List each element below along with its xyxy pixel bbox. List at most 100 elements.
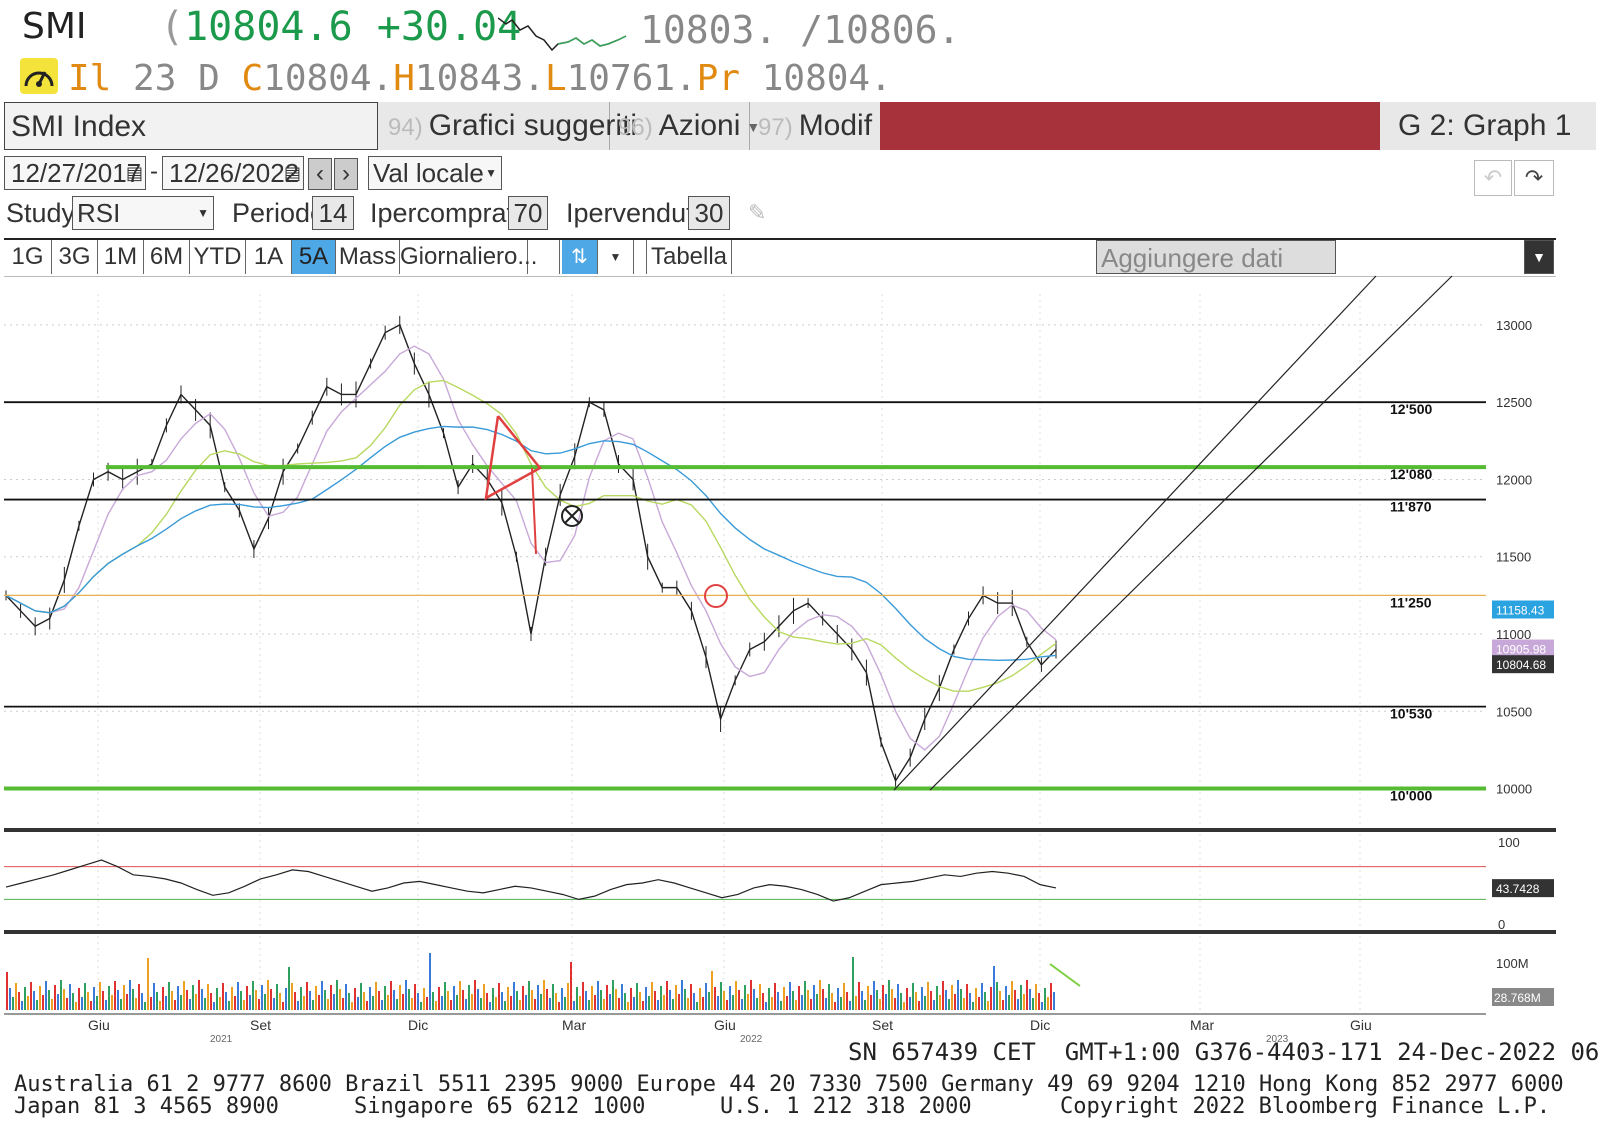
volume-bar xyxy=(453,986,455,1010)
price-tag-label: 10905.98 xyxy=(1496,643,1546,657)
sort-icon[interactable]: ⇅ xyxy=(562,240,598,274)
overbought-label: Ipercomprato xyxy=(370,198,530,228)
volume-tick-label: 100M xyxy=(1496,956,1529,971)
period-input[interactable]: 14 xyxy=(312,196,354,230)
tab-1a[interactable]: 1A xyxy=(246,240,292,274)
tab-1m[interactable]: 1M xyxy=(98,240,144,274)
chevron-down-icon[interactable]: ▼ xyxy=(598,240,634,274)
volume-bar xyxy=(588,1000,590,1010)
volume-bar xyxy=(741,999,743,1010)
volume-bar xyxy=(21,1001,23,1010)
open-paren: ( xyxy=(160,4,185,50)
rsi-tick-label: 0 xyxy=(1498,917,1505,932)
price-chart[interactable]: 13000 12500 12000 11500 11000 10500 10000 12'50… xyxy=(0,274,1600,1044)
volume-bar xyxy=(792,991,794,1010)
volume-bar xyxy=(606,985,608,1010)
x-tick-label: Giu xyxy=(88,1017,110,1033)
x-tick-label: Set xyxy=(250,1017,271,1033)
volume-bar xyxy=(771,997,773,1010)
tab-ytd[interactable]: YTD xyxy=(190,240,246,274)
volume-bar xyxy=(597,981,599,1010)
volume-bar xyxy=(75,1002,77,1010)
calendar-icon[interactable]: ▤ xyxy=(283,163,301,183)
gauge-icon[interactable] xyxy=(20,58,58,94)
volume-bar xyxy=(642,1001,644,1010)
volume-bar xyxy=(162,987,164,1010)
level-label: 10'000 xyxy=(1390,788,1432,804)
volume-bar xyxy=(663,995,665,1010)
next-period-button[interactable]: › xyxy=(334,158,358,190)
start-date-input[interactable]: 12/27/2017 ▤ xyxy=(4,156,146,190)
price-tag-label: 11158.43 xyxy=(1496,604,1545,618)
tab-mass[interactable]: Mass xyxy=(336,240,400,274)
table-button[interactable]: Tabella xyxy=(646,240,732,274)
volume-bar xyxy=(816,994,818,1010)
tab-5a[interactable]: 5A xyxy=(292,240,336,274)
security-field[interactable]: SMI Index xyxy=(4,102,378,150)
triangle-annotation xyxy=(484,415,542,501)
x-year-label: 2023 xyxy=(1266,1034,1289,1044)
volume-bar xyxy=(438,987,440,1010)
volume-bar xyxy=(12,997,14,1010)
graph-title: G 2: Graph 1 xyxy=(1398,109,1572,142)
sparkline xyxy=(498,17,627,52)
calendar-icon[interactable]: ▤ xyxy=(125,163,143,183)
volume-bar xyxy=(456,995,458,1010)
pencil-icon[interactable]: ✎ xyxy=(748,200,767,225)
volume-bar xyxy=(141,993,143,1010)
volume-bar xyxy=(912,983,914,1010)
volume-bar xyxy=(294,992,296,1010)
volume-bar xyxy=(1047,997,1049,1010)
modify-menu[interactable]: 97)Modif▼ xyxy=(752,102,892,150)
last-price-block: (10804.6 +30.04 xyxy=(160,4,521,50)
volume-bar xyxy=(513,982,515,1010)
modify-num: 97) xyxy=(758,114,793,141)
end-date-input[interactable]: 12/26/2022 ▤ xyxy=(162,156,304,190)
volume-bar xyxy=(1053,992,1055,1010)
redo-icon[interactable]: ↷ xyxy=(1514,160,1554,196)
volume-bar xyxy=(795,1000,797,1010)
currency-select[interactable]: Val locale ▼ xyxy=(368,156,502,190)
volume-bar xyxy=(183,981,185,1010)
volume-bar xyxy=(921,987,923,1010)
volume-bar xyxy=(1005,986,1007,1010)
volume-bar xyxy=(336,980,338,1010)
volume-bar xyxy=(876,990,878,1010)
volume-bar xyxy=(648,996,650,1010)
add-data-input[interactable]: Aggiungere dati xyxy=(1096,240,1336,274)
volume-bar xyxy=(924,996,926,1010)
volume-bar xyxy=(168,982,170,1010)
tab-1g[interactable]: 1G xyxy=(4,240,52,274)
level-label: 12'500 xyxy=(1390,401,1432,417)
suggested-charts-button[interactable]: 94) Grafici suggeriti xyxy=(382,102,637,150)
volume-bar xyxy=(48,990,50,1010)
tab-3g[interactable]: 3G xyxy=(52,240,98,274)
volume-bar xyxy=(675,985,677,1010)
frequency-select[interactable]: Giornaliero... xyxy=(400,240,537,274)
overbought-input[interactable]: 70 xyxy=(508,196,548,230)
oversold-input[interactable]: 30 xyxy=(688,196,730,230)
volume-bar xyxy=(18,992,20,1010)
tab-6m[interactable]: 6M xyxy=(144,240,190,274)
volume-bar xyxy=(213,1002,215,1010)
volume-bar xyxy=(69,984,71,1010)
panel-divider xyxy=(4,828,1556,832)
suggested-label: Grafici suggeriti xyxy=(428,109,638,142)
volume-bar xyxy=(264,994,266,1010)
price-change: +30.04 xyxy=(376,4,522,50)
volume-bar xyxy=(393,990,395,1010)
actions-menu[interactable]: 96) Azioni ▼ xyxy=(612,102,760,150)
volume-bar xyxy=(312,1000,314,1010)
y-tick-label: 13000 xyxy=(1496,318,1532,333)
volume-bar xyxy=(318,995,320,1010)
volume-bar xyxy=(54,985,56,1010)
volume-bar xyxy=(96,996,98,1010)
chevron-down-icon[interactable]: ▼ xyxy=(1524,240,1554,274)
study-select[interactable]: RSI ▼ xyxy=(72,196,214,230)
volume-bar xyxy=(486,993,488,1010)
volume-bar xyxy=(615,989,617,1010)
volume-bar xyxy=(30,982,32,1010)
prev-period-button[interactable]: ‹ xyxy=(308,158,332,190)
serial-number: SN 657439 CET xyxy=(848,1038,1036,1066)
undo-icon[interactable]: ↶ xyxy=(1474,160,1512,196)
